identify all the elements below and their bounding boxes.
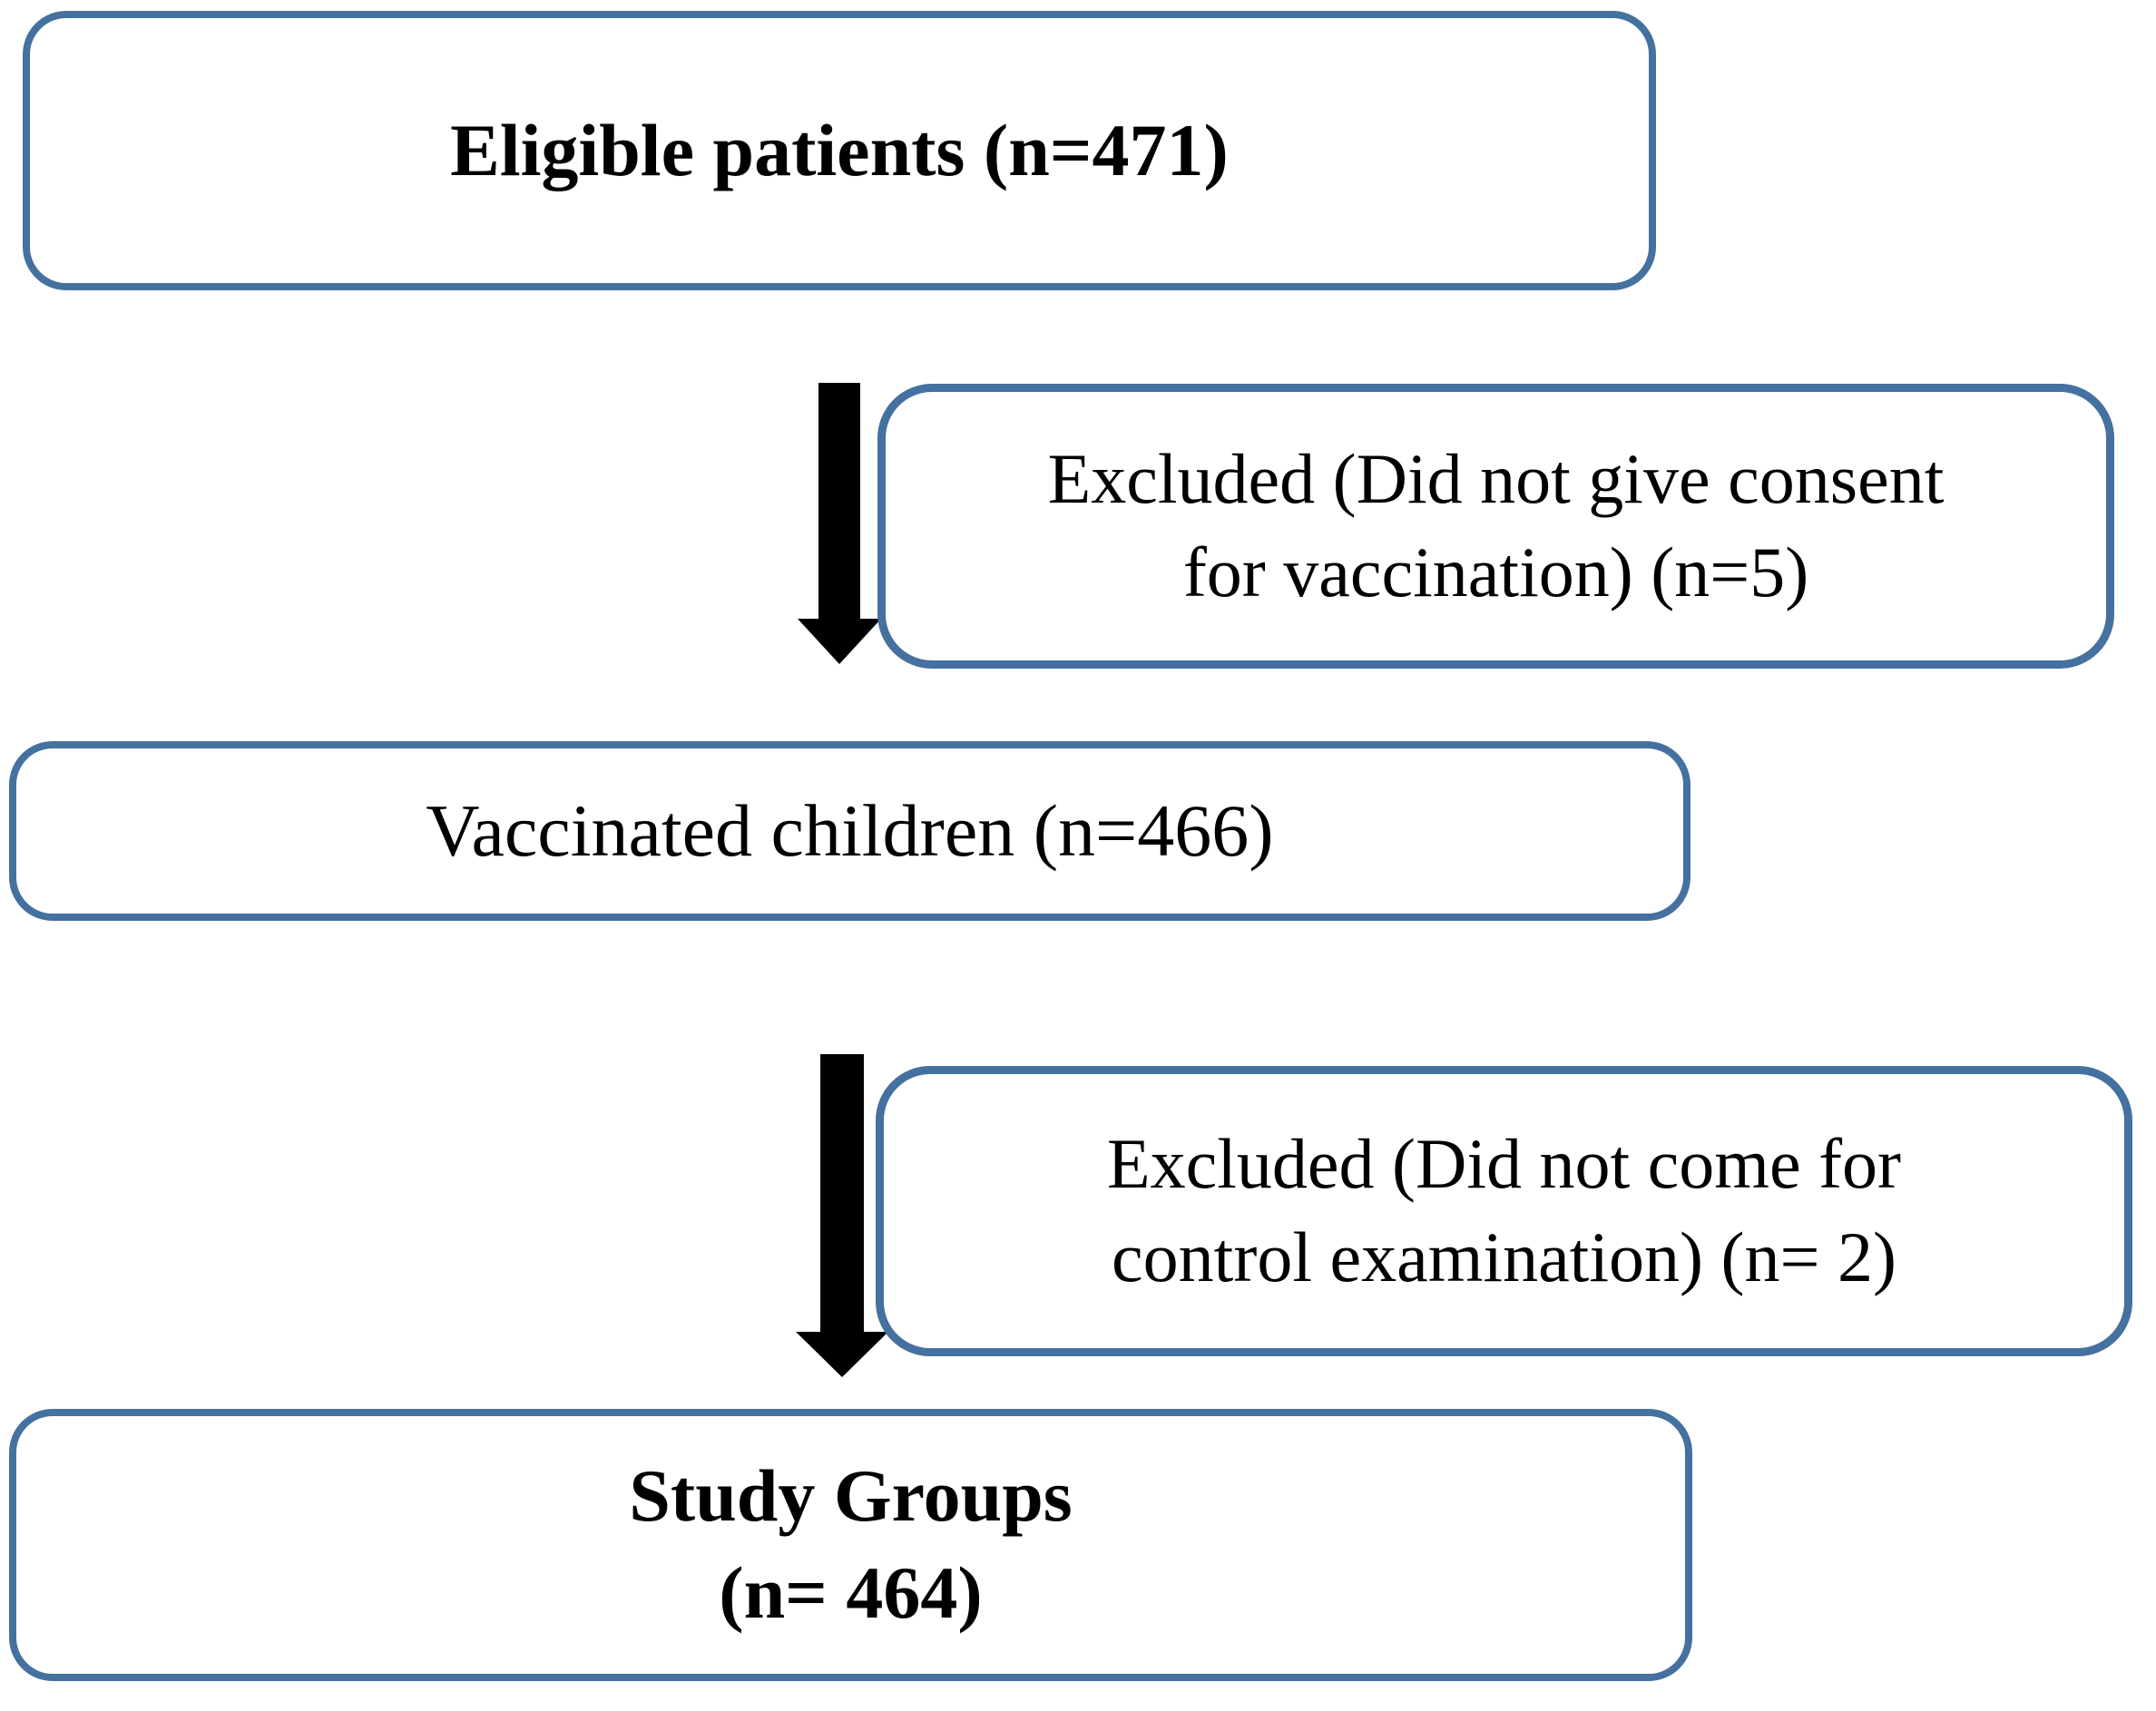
study-groups-box: Study Groups (n= 464): [9, 1409, 1692, 1681]
down-arrow-icon: [820, 1054, 864, 1332]
eligible-patients-label: Eligible patients (n=471): [450, 109, 1229, 191]
eligible-patients-box: Eligible patients (n=471): [23, 11, 1656, 290]
down-arrow-icon: [818, 383, 860, 619]
study-groups-line2: (n= 464): [719, 1551, 983, 1634]
excluded-no-control-exam-line2: control examination) (n= 2): [1112, 1217, 1896, 1296]
study-groups-line1: Study Groups: [629, 1454, 1073, 1538]
vaccinated-children-box: Vaccinated children (n=466): [9, 741, 1690, 921]
down-arrow-head-icon: [796, 1332, 888, 1377]
excluded-no-control-exam-line1: Excluded (Did not come for: [1106, 1124, 1902, 1204]
down-arrow-head-icon: [798, 619, 881, 664]
excluded-no-consent-line1: Excluded (Did not give consent: [1047, 439, 1945, 519]
excluded-no-control-exam-box: Excluded (Did not come for control exami…: [876, 1066, 2132, 1356]
vaccinated-children-label: Vaccinated children (n=466): [426, 789, 1274, 872]
excluded-no-consent-box: Excluded (Did not give consent for vacci…: [877, 384, 2114, 669]
excluded-no-consent-line2: for vaccination) (n=5): [1182, 533, 1809, 611]
